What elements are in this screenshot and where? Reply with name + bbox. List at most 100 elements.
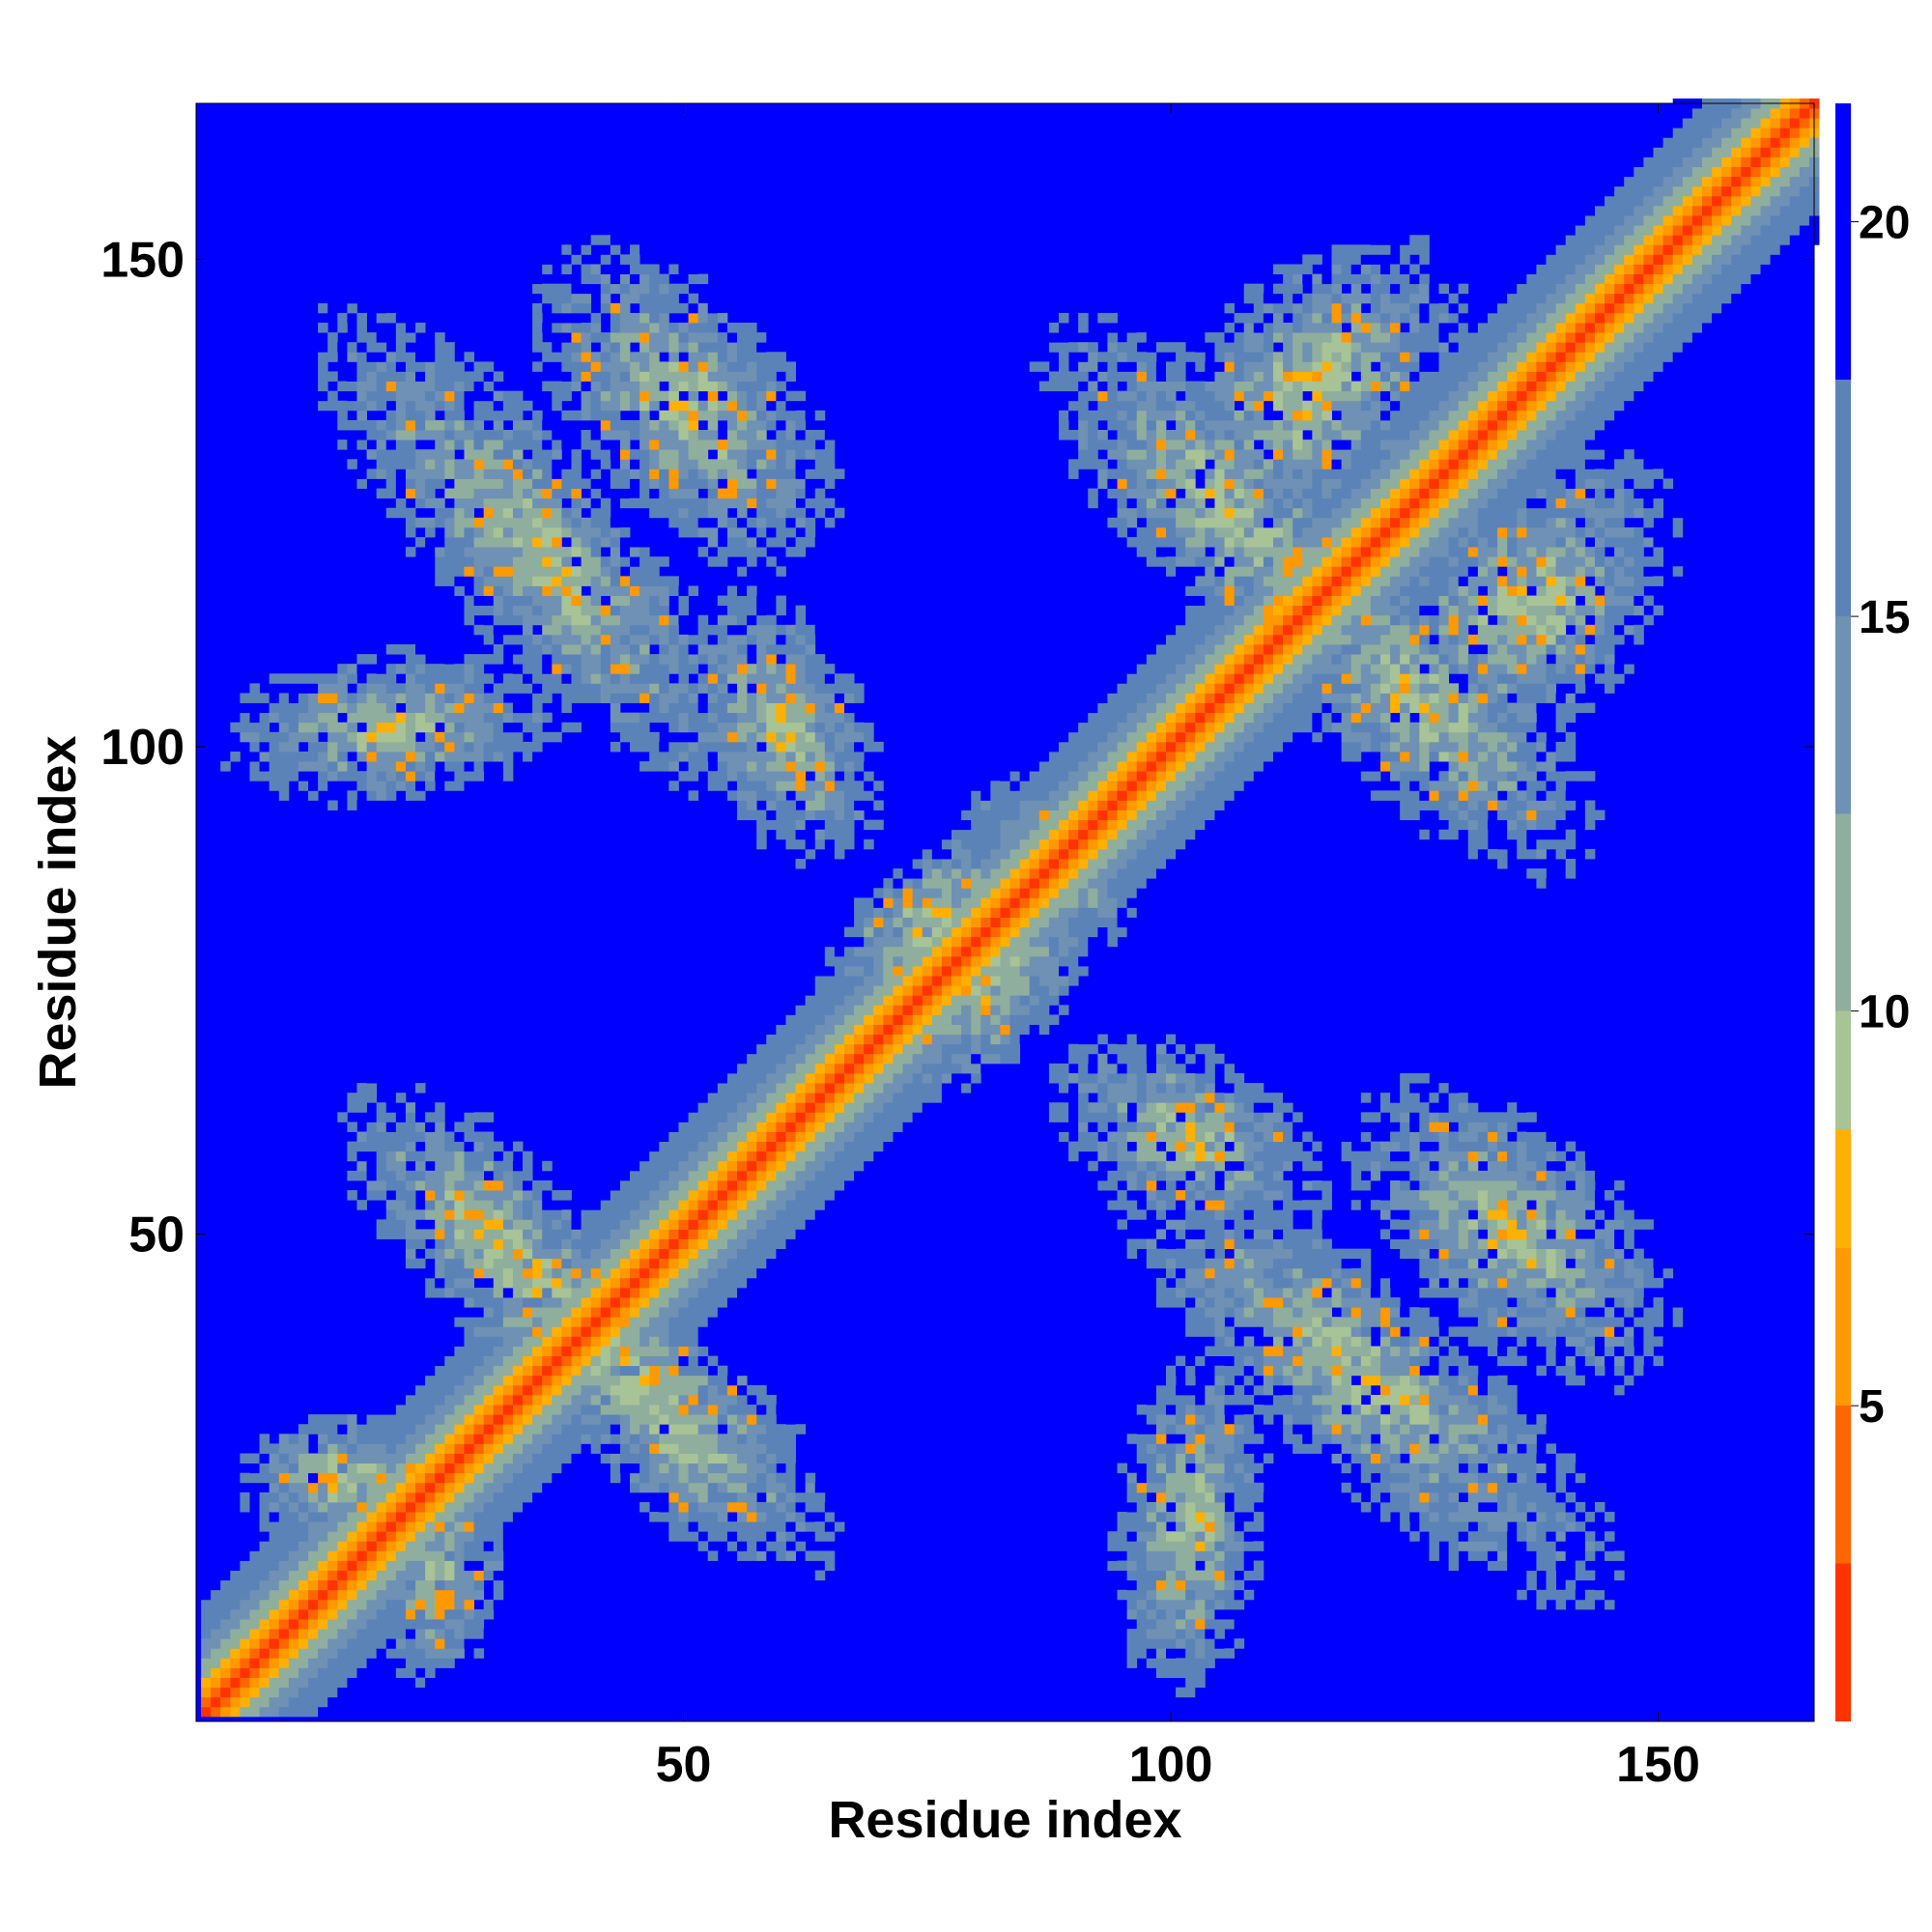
- heatmap-cell: [259, 1608, 270, 1620]
- heatmap-cell: [795, 838, 807, 850]
- heatmap-cell: [610, 478, 621, 489]
- heatmap-cell: [435, 1541, 445, 1551]
- heatmap-cell: [805, 664, 816, 674]
- heatmap-cell: [405, 1365, 416, 1377]
- heatmap-cell: [347, 800, 357, 810]
- heatmap-cell: [902, 1043, 914, 1055]
- heatmap-cell: [288, 1648, 299, 1659]
- heatmap-cell: [405, 1141, 416, 1152]
- heatmap-cell: [552, 1336, 562, 1347]
- heatmap-cell: [726, 1443, 738, 1454]
- heatmap-cell: [814, 1190, 826, 1201]
- heatmap-cell: [347, 1453, 357, 1464]
- heatmap-cell: [561, 1297, 572, 1308]
- heatmap-cell: [630, 390, 640, 402]
- heatmap-cell: [542, 566, 553, 577]
- heatmap-cell: [356, 1599, 367, 1610]
- heatmap-cell: [376, 1589, 387, 1601]
- heatmap-cell: [356, 654, 367, 665]
- heatmap-cell: [376, 1531, 387, 1542]
- heatmap-cell: [707, 1414, 719, 1425]
- heatmap-cell: [610, 1307, 621, 1318]
- heatmap-cell: [590, 634, 602, 645]
- heatmap-cell: [249, 731, 260, 743]
- heatmap-cell: [581, 371, 592, 382]
- heatmap-cell: [464, 1512, 474, 1522]
- heatmap-cell: [678, 585, 689, 596]
- heatmap-cell: [844, 985, 855, 996]
- heatmap-cell: [844, 1063, 855, 1074]
- heatmap-cell: [240, 731, 250, 743]
- heatmap-cell: [502, 547, 514, 557]
- heatmap-cell: [249, 1482, 260, 1493]
- heatmap-cell: [493, 1122, 504, 1132]
- heatmap-cell: [649, 488, 660, 499]
- heatmap-cell: [864, 702, 874, 714]
- heatmap-cell: [532, 497, 543, 509]
- heatmap-cell: [415, 673, 426, 684]
- heatmap-cell: [318, 673, 328, 684]
- heatmap-cell: [356, 1629, 367, 1639]
- heatmap-cell: [678, 1317, 689, 1327]
- heatmap-cell: [269, 1589, 280, 1601]
- heatmap-cell: [347, 1531, 357, 1542]
- heatmap-cell: [464, 390, 474, 402]
- heatmap-cell: [688, 1531, 699, 1542]
- heatmap-cell: [405, 459, 416, 469]
- heatmap-cell: [922, 1005, 933, 1015]
- heatmap-cell: [581, 1238, 592, 1250]
- heatmap-cell: [464, 488, 474, 499]
- heatmap-cell: [473, 526, 485, 538]
- heatmap-cell: [425, 1151, 436, 1162]
- heatmap-cell: [630, 459, 640, 469]
- heatmap-cell: [678, 302, 689, 314]
- heatmap-cell: [864, 1170, 874, 1181]
- heatmap-cell: [610, 1229, 621, 1239]
- heatmap-cell: [552, 576, 562, 586]
- heatmap-cell: [493, 1365, 504, 1377]
- heatmap-cell: [630, 478, 640, 489]
- heatmap-cell: [726, 1112, 738, 1122]
- heatmap-cell: [668, 1170, 679, 1181]
- heatmap-cell: [805, 1083, 816, 1094]
- heatmap-cell: [269, 1512, 280, 1522]
- heatmap-cell: [405, 1541, 416, 1551]
- heatmap-cell: [561, 1405, 572, 1415]
- heatmap-cell: [269, 771, 280, 781]
- heatmap-cell: [454, 361, 465, 372]
- heatmap-cell: [630, 400, 640, 412]
- heatmap-cell: [747, 1512, 757, 1522]
- heatmap-cell: [785, 1472, 796, 1484]
- heatmap-cell: [454, 566, 465, 577]
- heatmap-cell: [512, 595, 524, 607]
- heatmap-cell: [337, 1531, 348, 1542]
- heatmap-cell: [318, 1658, 328, 1668]
- heatmap-cell: [337, 683, 348, 694]
- heatmap-cell: [385, 1501, 397, 1513]
- heatmap-cell: [454, 526, 465, 538]
- heatmap-cell: [318, 302, 328, 314]
- heatmap-cell: [776, 449, 786, 460]
- heatmap-cell: [630, 1463, 640, 1474]
- heatmap-cell: [502, 1434, 514, 1444]
- heatmap-cell: [425, 712, 436, 724]
- heatmap-cell: [502, 1492, 514, 1503]
- heatmap-cell: [288, 1579, 299, 1591]
- heatmap-cell: [571, 410, 582, 421]
- heatmap-cell: [737, 1160, 748, 1172]
- heatmap-cell: [824, 1531, 836, 1542]
- heatmap-cell: [766, 752, 777, 762]
- heatmap-cell: [824, 976, 836, 986]
- heatmap-cell: [805, 1492, 816, 1503]
- heatmap-cell: [542, 1365, 553, 1377]
- heatmap-cell: [542, 381, 553, 392]
- heatmap-cell: [523, 605, 533, 616]
- heatmap-cell: [542, 1336, 553, 1347]
- heatmap-cell: [347, 1608, 357, 1620]
- heatmap-cell: [707, 1492, 719, 1503]
- heatmap-cell: [454, 1608, 465, 1620]
- heatmap-cell: [347, 1472, 357, 1484]
- heatmap-cell: [785, 440, 796, 450]
- heatmap-cell: [697, 302, 709, 314]
- heatmap-cell: [922, 897, 933, 908]
